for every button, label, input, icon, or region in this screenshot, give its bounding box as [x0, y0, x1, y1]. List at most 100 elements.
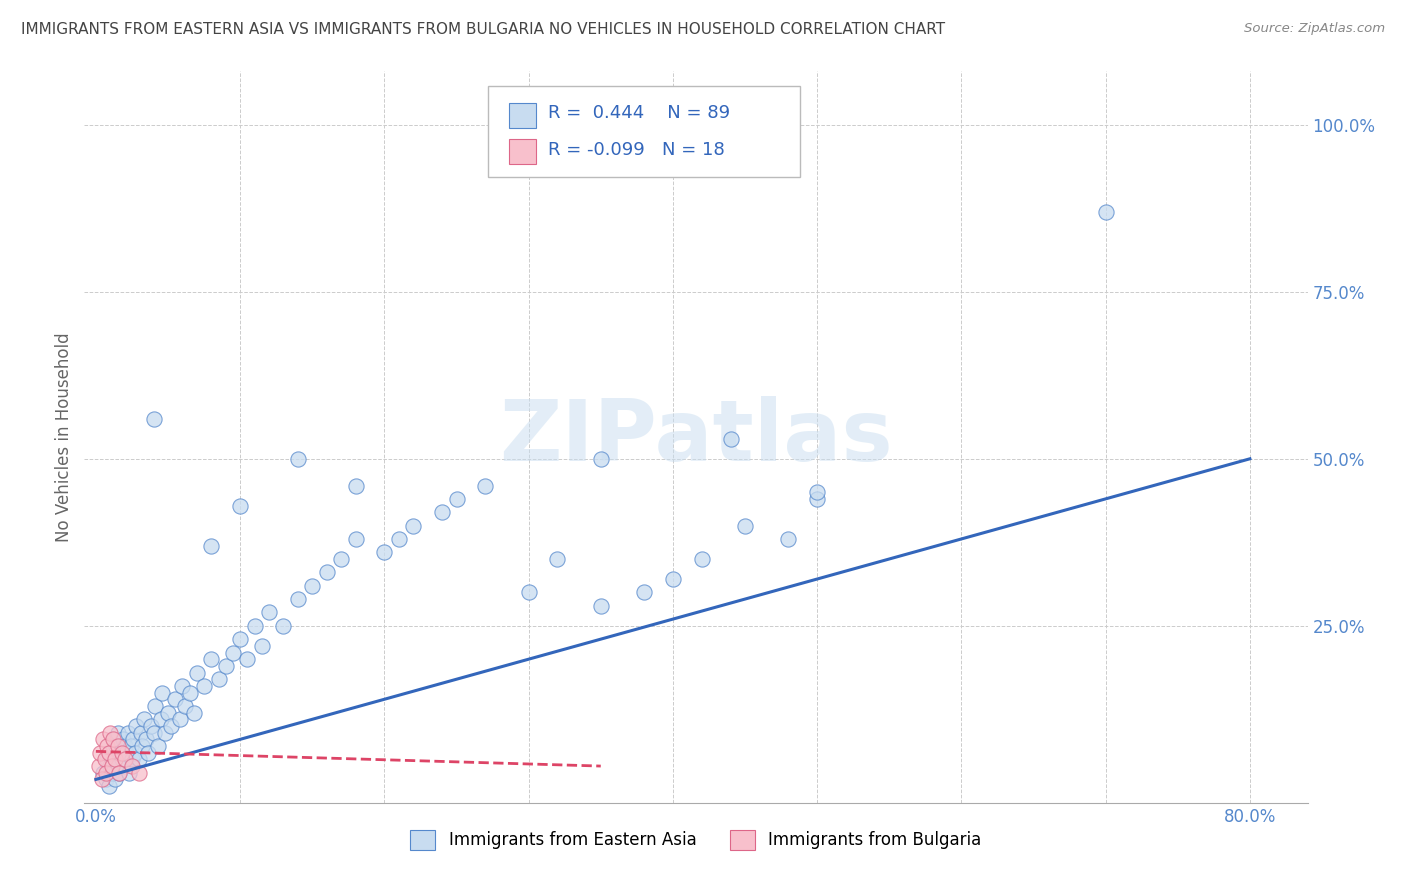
- Point: [344, 532, 367, 546]
- Point: [1094, 204, 1116, 219]
- Point: [100, 765, 122, 780]
- Point: [287, 451, 309, 466]
- Point: [169, 712, 191, 726]
- Point: [121, 752, 143, 766]
- Point: [111, 752, 134, 766]
- Point: [243, 619, 266, 633]
- Point: [229, 499, 252, 513]
- Text: R = -0.099   N = 18: R = -0.099 N = 18: [548, 141, 724, 159]
- Point: [430, 505, 453, 519]
- Point: [114, 752, 136, 766]
- Point: [160, 719, 183, 733]
- Point: [517, 585, 540, 599]
- Point: [662, 572, 685, 586]
- Point: [114, 759, 136, 773]
- Point: [215, 658, 238, 673]
- Point: [146, 739, 169, 753]
- Point: [103, 732, 125, 747]
- Point: [720, 432, 742, 446]
- Point: [174, 698, 197, 713]
- Point: [112, 732, 135, 747]
- Point: [98, 759, 121, 773]
- Point: [150, 685, 173, 699]
- Point: [132, 712, 155, 726]
- Point: [149, 712, 172, 726]
- Point: [193, 679, 215, 693]
- Text: R =  0.444    N = 89: R = 0.444 N = 89: [548, 104, 730, 122]
- Point: [91, 765, 114, 780]
- Point: [250, 639, 273, 653]
- Point: [778, 532, 800, 546]
- Point: [690, 552, 713, 566]
- Point: [122, 732, 145, 747]
- Point: [301, 579, 323, 593]
- Point: [108, 765, 131, 780]
- Point: [315, 566, 337, 580]
- Point: [143, 698, 166, 713]
- Point: [135, 732, 157, 747]
- Point: [589, 451, 612, 466]
- FancyBboxPatch shape: [509, 139, 536, 164]
- Point: [153, 725, 176, 739]
- Point: [90, 772, 112, 787]
- Point: [157, 706, 180, 720]
- Point: [287, 592, 309, 607]
- Point: [107, 739, 129, 753]
- Point: [129, 725, 152, 739]
- Point: [87, 759, 110, 773]
- Point: [236, 652, 259, 666]
- Point: [94, 772, 117, 787]
- Point: [121, 759, 143, 773]
- Point: [806, 491, 828, 506]
- Point: [104, 752, 127, 766]
- Point: [633, 585, 655, 599]
- Point: [100, 759, 122, 773]
- Point: [110, 746, 132, 760]
- Text: ZIPatlas: ZIPatlas: [499, 395, 893, 479]
- Point: [446, 491, 468, 506]
- Point: [373, 545, 395, 559]
- Point: [207, 672, 229, 686]
- Point: [547, 552, 569, 566]
- Point: [136, 746, 159, 760]
- Point: [91, 732, 114, 747]
- Point: [257, 606, 280, 620]
- Point: [142, 411, 165, 425]
- Y-axis label: No Vehicles in Household: No Vehicles in Household: [55, 332, 73, 542]
- Legend: Immigrants from Eastern Asia, Immigrants from Bulgaria: Immigrants from Eastern Asia, Immigrants…: [404, 823, 988, 856]
- Point: [111, 746, 134, 760]
- Point: [589, 599, 612, 613]
- Point: [186, 665, 208, 680]
- Point: [273, 619, 295, 633]
- Point: [103, 732, 125, 747]
- Point: [98, 725, 121, 739]
- Point: [165, 692, 187, 706]
- Text: IMMIGRANTS FROM EASTERN ASIA VS IMMIGRANTS FROM BULGARIA NO VEHICLES IN HOUSEHOL: IMMIGRANTS FROM EASTERN ASIA VS IMMIGRAN…: [21, 22, 945, 37]
- Point: [183, 706, 205, 720]
- Point: [142, 725, 165, 739]
- Point: [93, 752, 115, 766]
- Point: [120, 739, 142, 753]
- Point: [806, 485, 828, 500]
- Point: [97, 746, 120, 760]
- Point: [118, 765, 141, 780]
- Point: [128, 765, 150, 780]
- Point: [94, 765, 117, 780]
- FancyBboxPatch shape: [509, 103, 536, 128]
- Point: [222, 646, 245, 660]
- Point: [104, 772, 127, 787]
- Point: [107, 725, 129, 739]
- Text: Source: ZipAtlas.com: Source: ZipAtlas.com: [1244, 22, 1385, 36]
- FancyBboxPatch shape: [488, 86, 800, 178]
- Point: [172, 679, 194, 693]
- Point: [124, 746, 146, 760]
- Point: [330, 552, 353, 566]
- Point: [229, 632, 252, 647]
- Point: [125, 719, 148, 733]
- Point: [200, 652, 222, 666]
- Point: [734, 518, 756, 533]
- Point: [115, 746, 138, 760]
- Point: [117, 725, 139, 739]
- Point: [474, 478, 496, 492]
- Point: [104, 752, 127, 766]
